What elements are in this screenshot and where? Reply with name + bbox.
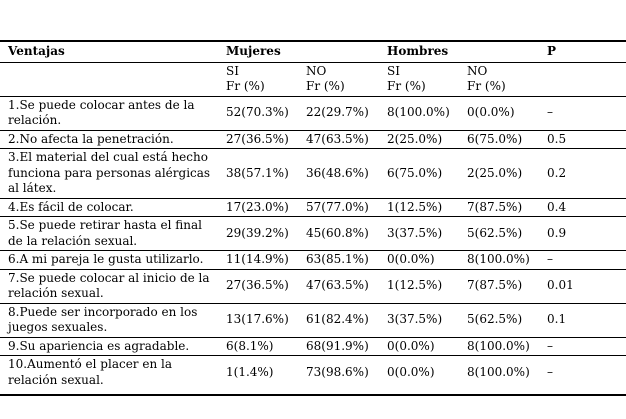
- table-row: 2.No afecta la penetración. 27(36.5%) 47…: [0, 130, 626, 149]
- mujeres-no-value: 61(82.4%): [306, 312, 369, 327]
- row-label: 3.El material del cual está hecho funcio…: [8, 150, 211, 195]
- mujeres-no-value: 47(63.5%): [306, 278, 369, 293]
- p-value: 0.5: [547, 131, 567, 146]
- p-value: –: [547, 105, 554, 120]
- hombres-no-value: 2(25.0%): [467, 165, 523, 180]
- subheader-fr-label: Fr (%): [306, 79, 345, 93]
- subheader-hombres-no: NO Fr (%): [463, 62, 543, 96]
- p-value: 0.01: [547, 278, 574, 293]
- mujeres-no-value: 63(85.1%): [306, 252, 369, 266]
- mujeres-no-value: 45(60.8%): [306, 225, 369, 240]
- header-ventajas: Ventajas: [8, 44, 65, 58]
- hombres-no-value: 7(87.5%): [467, 199, 523, 214]
- hombres-si-value: 2(25.0%): [387, 131, 443, 146]
- subheader-fr-label: Fr (%): [387, 79, 426, 93]
- p-value: 0.2: [547, 165, 567, 180]
- hombres-no-value: 6(75.0%): [467, 131, 523, 146]
- table-row: 7.Se puede colocar al inicio de la relac…: [0, 269, 626, 303]
- subheader-si-label: SI: [387, 63, 400, 78]
- table-row: 3.El material del cual está hecho funcio…: [0, 149, 626, 198]
- subheader-p-empty: [543, 62, 626, 96]
- mujeres-no-value: 57(77.0%): [306, 199, 369, 214]
- subheader-fr-label: Fr (%): [467, 79, 506, 93]
- hombres-no-value: 8(100.0%): [467, 364, 530, 379]
- mujeres-si-value: 29(39.2%): [226, 225, 289, 240]
- table-row: 9.Su apariencia es agradable. 6(8.1%) 68…: [0, 337, 626, 356]
- hombres-si-value: 1(12.5%): [387, 278, 443, 293]
- hombres-no-value: 5(62.5%): [467, 225, 523, 240]
- hombres-si-value: 1(12.5%): [387, 199, 443, 214]
- mujeres-si-value: 6(8.1%): [226, 338, 274, 353]
- row-label: 2.No afecta la penetración.: [8, 131, 174, 146]
- p-value: 0.1: [547, 312, 567, 327]
- p-value: –: [547, 252, 554, 266]
- row-label: 5.Se puede retirar hasta el final de la …: [8, 218, 202, 248]
- hombres-si-value: 0(0.0%): [387, 364, 435, 379]
- mujeres-si-value: 11(14.9%): [226, 252, 289, 266]
- row-label: 9.Su apariencia es agradable.: [8, 338, 190, 353]
- hombres-no-value: 8(100.0%): [467, 338, 530, 353]
- row-label: 8.Puede ser incorporado en los juegos se…: [8, 304, 198, 335]
- hombres-no-value: 0(0.0%): [467, 105, 515, 120]
- table-subheader-row: SI Fr (%) NO Fr (%) SI Fr (%) NO Fr (%): [0, 62, 626, 96]
- hombres-si-value: 6(75.0%): [387, 165, 443, 180]
- table-row: 6.A mi pareja le gusta utilizarlo. 11(14…: [0, 251, 626, 269]
- hombres-no-value: 8(100.0%): [467, 252, 530, 266]
- subheader-mujeres-no: NO Fr (%): [302, 62, 383, 96]
- hombres-no-value: 5(62.5%): [467, 312, 523, 327]
- p-value: 0.4: [547, 199, 567, 214]
- mujeres-no-value: 73(98.6%): [306, 364, 369, 379]
- table-header-row: Ventajas Mujeres Hombres P: [0, 41, 626, 62]
- row-label: 10.Aumentó el placer en la relación sexu…: [8, 357, 172, 387]
- row-label: 6.A mi pareja le gusta utilizarlo.: [8, 252, 204, 266]
- row-label: 4.Es fácil de colocar.: [8, 199, 134, 214]
- header-hombres: Hombres: [387, 44, 449, 58]
- table-row: 4.Es fácil de colocar. 17(23.0%) 57(77.0…: [0, 198, 626, 217]
- hombres-no-value: 7(87.5%): [467, 278, 523, 293]
- hombres-si-value: 3(37.5%): [387, 312, 443, 327]
- mujeres-si-value: 38(57.1%): [226, 165, 289, 180]
- header-p: P: [547, 44, 557, 58]
- advantages-table: Ventajas Mujeres Hombres P SI Fr (%) NO …: [0, 40, 626, 396]
- table-row: 5.Se puede retirar hasta el final de la …: [0, 217, 626, 251]
- p-value: 0.9: [547, 225, 567, 240]
- hombres-si-value: 0(0.0%): [387, 338, 435, 353]
- p-value: –: [547, 364, 554, 379]
- subheader-empty: [0, 62, 222, 96]
- row-label: 7.Se puede colocar al inicio de la relac…: [8, 270, 210, 301]
- row-label: 1.Se puede colocar antes de la relación.: [8, 97, 195, 128]
- mujeres-no-value: 36(48.6%): [306, 165, 369, 180]
- subheader-no-label: NO: [306, 63, 327, 78]
- mujeres-no-value: 47(63.5%): [306, 131, 369, 146]
- subheader-fr-label: Fr (%): [226, 79, 265, 93]
- mujeres-si-value: 17(23.0%): [226, 199, 289, 214]
- table-row: 10.Aumentó el placer en la relación sexu…: [0, 356, 626, 396]
- p-value: –: [547, 338, 554, 353]
- hombres-si-value: 0(0.0%): [387, 252, 435, 266]
- subheader-no-label: NO: [467, 63, 488, 78]
- table-row: 8.Puede ser incorporado en los juegos se…: [0, 303, 626, 337]
- subheader-mujeres-si: SI Fr (%): [222, 62, 302, 96]
- mujeres-no-value: 22(29.7%): [306, 105, 369, 120]
- subheader-hombres-si: SI Fr (%): [383, 62, 463, 96]
- mujeres-si-value: 52(70.3%): [226, 105, 289, 120]
- hombres-si-value: 3(37.5%): [387, 225, 443, 240]
- table-row: 1.Se puede colocar antes de la relación.…: [0, 96, 626, 130]
- mujeres-si-value: 27(36.5%): [226, 278, 289, 293]
- subheader-si-label: SI: [226, 63, 239, 78]
- mujeres-si-value: 13(17.6%): [226, 312, 289, 327]
- mujeres-no-value: 68(91.9%): [306, 338, 369, 353]
- hombres-si-value: 8(100.0%): [387, 105, 450, 120]
- mujeres-si-value: 27(36.5%): [226, 131, 289, 146]
- mujeres-si-value: 1(1.4%): [226, 364, 274, 379]
- header-mujeres: Mujeres: [226, 44, 281, 58]
